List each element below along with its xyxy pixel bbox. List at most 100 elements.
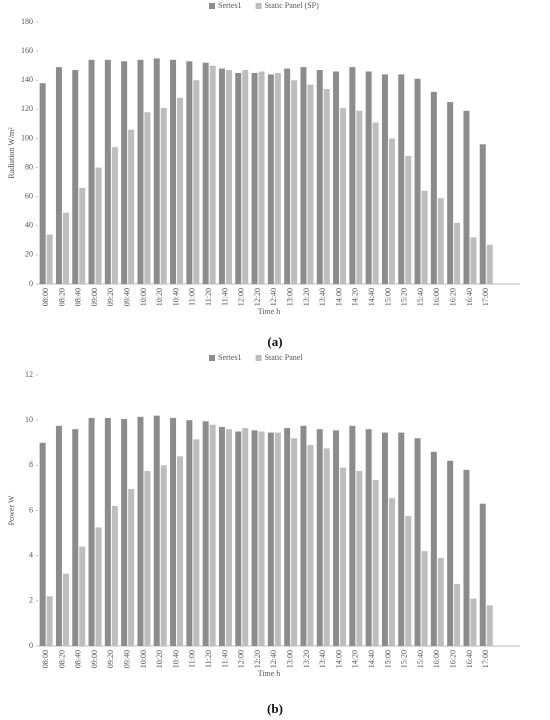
bar <box>170 417 177 646</box>
bar <box>463 469 470 646</box>
bar <box>291 438 298 646</box>
bar <box>39 83 46 284</box>
bar <box>128 489 135 646</box>
bar <box>153 58 160 285</box>
x-tick-label: 09:00 <box>90 288 99 306</box>
legend-swatch <box>209 3 215 9</box>
bar <box>333 430 340 646</box>
y-tick-label: 2 <box>29 596 33 605</box>
x-tick-label: 08:40 <box>74 288 83 306</box>
bar <box>470 598 477 646</box>
y-axis-label: Power W <box>7 495 16 525</box>
x-tick-label: 10:40 <box>171 288 180 306</box>
legend-label: Series1 <box>218 1 242 10</box>
bar <box>235 72 242 284</box>
bar <box>300 67 307 284</box>
bar <box>186 420 193 646</box>
bar <box>430 91 437 284</box>
caption: (a) <box>267 334 282 349</box>
bar <box>242 70 249 285</box>
bar <box>218 68 225 284</box>
bar <box>349 67 356 284</box>
bar <box>144 112 151 284</box>
x-tick-label: 15:00 <box>383 288 392 306</box>
x-tick-label: 08:00 <box>41 650 50 668</box>
x-tick-label: 09:00 <box>90 650 99 668</box>
bar <box>137 416 144 646</box>
bar <box>251 430 258 646</box>
legend-label: Static Panel <box>265 353 304 362</box>
x-tick-label: 16:00 <box>432 650 441 668</box>
bar <box>251 72 258 284</box>
x-tick-label: 14:20 <box>351 288 360 306</box>
bar <box>340 107 347 284</box>
bar <box>414 438 421 646</box>
bar <box>88 59 95 284</box>
x-tick-label: 16:20 <box>448 288 457 306</box>
x-tick-label: 12:20 <box>253 288 262 306</box>
bar <box>300 425 307 646</box>
bar <box>160 107 167 284</box>
bar <box>398 74 405 285</box>
x-tick-label: 14:40 <box>367 650 376 668</box>
bar <box>193 439 200 646</box>
bar <box>209 65 216 285</box>
bar <box>349 425 356 646</box>
x-tick-label: 13:40 <box>318 650 327 668</box>
bar <box>225 70 232 285</box>
legend-label: Static Panel (SP) <box>265 1 320 10</box>
x-tick-label: 10:20 <box>155 650 164 668</box>
y-tick-label: 4 <box>29 550 33 559</box>
x-tick-label: 16:40 <box>465 288 474 306</box>
x-axis-label: Time h <box>258 669 281 678</box>
y-tick-label: 8 <box>29 460 33 469</box>
x-tick-label: 11:40 <box>220 650 229 668</box>
x-tick-label: 08:20 <box>57 650 66 668</box>
y-tick-label: 10 <box>25 415 33 424</box>
bar <box>267 432 274 646</box>
y-tick-label: 12 <box>25 370 33 379</box>
bar <box>242 428 249 646</box>
bar <box>356 470 363 646</box>
bar <box>186 61 193 284</box>
x-tick-label: 10:00 <box>139 650 148 668</box>
bar <box>72 429 79 646</box>
y-tick-label: 180 <box>21 17 33 26</box>
x-tick-label: 12:00 <box>237 288 246 306</box>
x-tick-label: 11:40 <box>220 288 229 306</box>
bar <box>258 71 265 284</box>
bar <box>177 456 184 646</box>
bar <box>333 71 340 284</box>
bar <box>144 470 151 646</box>
legend-swatch <box>255 355 262 361</box>
y-tick-label: 120 <box>21 104 33 113</box>
bar <box>414 78 421 285</box>
x-tick-label: 15:00 <box>383 650 392 668</box>
bar <box>177 97 184 284</box>
x-tick-label: 17:00 <box>481 288 490 306</box>
bar <box>284 68 291 284</box>
bar <box>316 429 323 646</box>
bar <box>55 425 62 646</box>
bar <box>307 84 314 284</box>
x-tick-label: 15:20 <box>400 288 409 306</box>
bar <box>463 110 470 285</box>
bar <box>218 426 225 646</box>
bar <box>202 62 209 284</box>
y-tick-label: 40 <box>25 221 33 230</box>
x-tick-label: 16:40 <box>465 650 474 668</box>
bar <box>316 70 323 285</box>
bar <box>365 429 372 646</box>
x-tick-label: 09:20 <box>106 288 115 306</box>
x-tick-label: 13:20 <box>302 288 311 306</box>
bar <box>62 573 69 646</box>
x-tick-label: 13:00 <box>285 650 294 668</box>
bar <box>486 605 493 646</box>
x-tick-label: 09:20 <box>106 650 115 668</box>
bar <box>46 234 53 284</box>
bar <box>160 465 167 646</box>
bar <box>104 417 111 646</box>
x-tick-label: 16:00 <box>432 288 441 306</box>
bar <box>121 419 128 646</box>
